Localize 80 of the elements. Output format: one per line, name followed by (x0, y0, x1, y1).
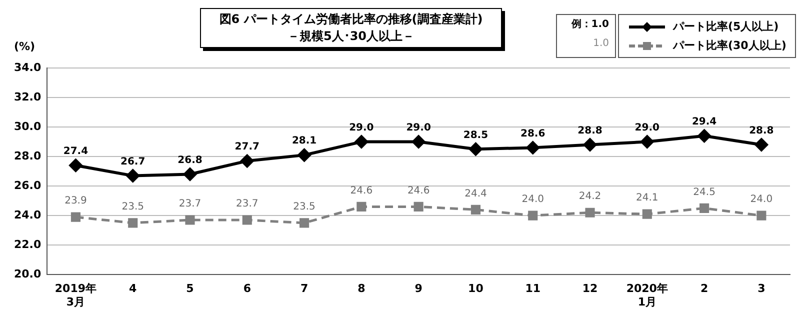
data-label: 23.7 (178, 198, 202, 210)
y-tick-label: 30.0 (14, 120, 42, 133)
point (184, 168, 196, 181)
point (756, 210, 766, 220)
point (185, 215, 195, 225)
y-tick-label: 22.0 (14, 238, 42, 251)
point (470, 204, 480, 214)
data-label: 24.1 (636, 192, 658, 204)
y-tick-label: 20.0 (14, 267, 42, 280)
point (414, 202, 424, 212)
point (528, 210, 538, 220)
chart-title: 図6 パートタイム労働者比率の推移(調査産業計) (218, 11, 484, 28)
y-tick-label: 34.0 (14, 60, 42, 74)
point (469, 142, 482, 156)
point (128, 218, 138, 228)
data-label: 24.0 (522, 194, 544, 206)
data-label: 28.8 (749, 125, 774, 136)
point (754, 138, 768, 152)
data-label: 23.5 (293, 202, 316, 213)
point (585, 208, 595, 218)
point (298, 148, 311, 162)
point (700, 203, 710, 213)
data-label: 24.6 (350, 185, 373, 196)
x-tick-label: 12 (582, 282, 598, 296)
x-tick-label: 6 (243, 282, 252, 296)
data-label: 29.0 (406, 122, 431, 134)
data-label: 23.9 (64, 196, 87, 207)
point (240, 154, 254, 168)
data-label: 26.7 (120, 156, 146, 168)
point (242, 215, 252, 225)
x-tick-label: 9 (414, 282, 422, 296)
point (356, 202, 366, 212)
x-tick-label: 2019年 3月 (54, 282, 97, 308)
y-tick-label: 28.0 (14, 149, 42, 162)
y-tick-label: 26.0 (14, 178, 42, 192)
point (640, 135, 654, 148)
x-tick-label: 2 (700, 282, 708, 296)
x-tick-label: 5 (186, 282, 194, 296)
chart-subtitle: －規模5人･30人以上－ (286, 28, 416, 45)
point (526, 141, 540, 154)
text: 1.0 (592, 37, 610, 51)
text: 例：1.0 (570, 18, 610, 32)
legend-label: パート比率(30人以上) (673, 38, 786, 53)
point (69, 158, 82, 172)
x-tick-label: 4 (129, 282, 138, 296)
data-label: 28.8 (578, 125, 602, 136)
data-label: 28.1 (292, 136, 317, 147)
data-label: 24.5 (693, 186, 716, 198)
x-tick-label: 11 (525, 282, 541, 296)
data-label: 24.6 (407, 185, 430, 196)
x-tick-label: 3 (758, 282, 766, 296)
x-tick-label: 7 (300, 282, 308, 296)
data-label: 28.5 (463, 130, 488, 141)
y-tick-label: 32.0 (14, 90, 42, 104)
x-tick-label: 10 (468, 282, 484, 296)
point (642, 209, 652, 219)
data-label: 29.0 (634, 122, 660, 134)
point (126, 169, 140, 182)
data-label: 26.8 (178, 154, 202, 166)
point (354, 135, 368, 148)
data-label: 28.6 (520, 128, 546, 140)
point (412, 135, 426, 148)
legend-label: パート比率(5人以上) (673, 19, 779, 34)
point (300, 218, 310, 228)
data-label: 24.0 (750, 194, 773, 206)
data-label: 24.4 (464, 188, 487, 200)
y-tick-label: 24.0 (14, 208, 42, 222)
point (70, 212, 80, 222)
x-tick-label: 2020年 1月 (626, 282, 668, 308)
data-label: 27.7 (234, 142, 260, 153)
data-label: 29.4 (692, 116, 717, 128)
y-axis-title: (%) (14, 40, 36, 53)
data-label: 27.4 (63, 146, 88, 157)
point (698, 129, 711, 142)
data-label: 23.5 (122, 202, 144, 213)
data-label: 24.2 (578, 191, 602, 202)
data-label: 29.0 (349, 122, 374, 134)
data-label: 23.7 (236, 198, 258, 210)
x-tick-label: 8 (358, 282, 366, 296)
point (584, 138, 596, 152)
